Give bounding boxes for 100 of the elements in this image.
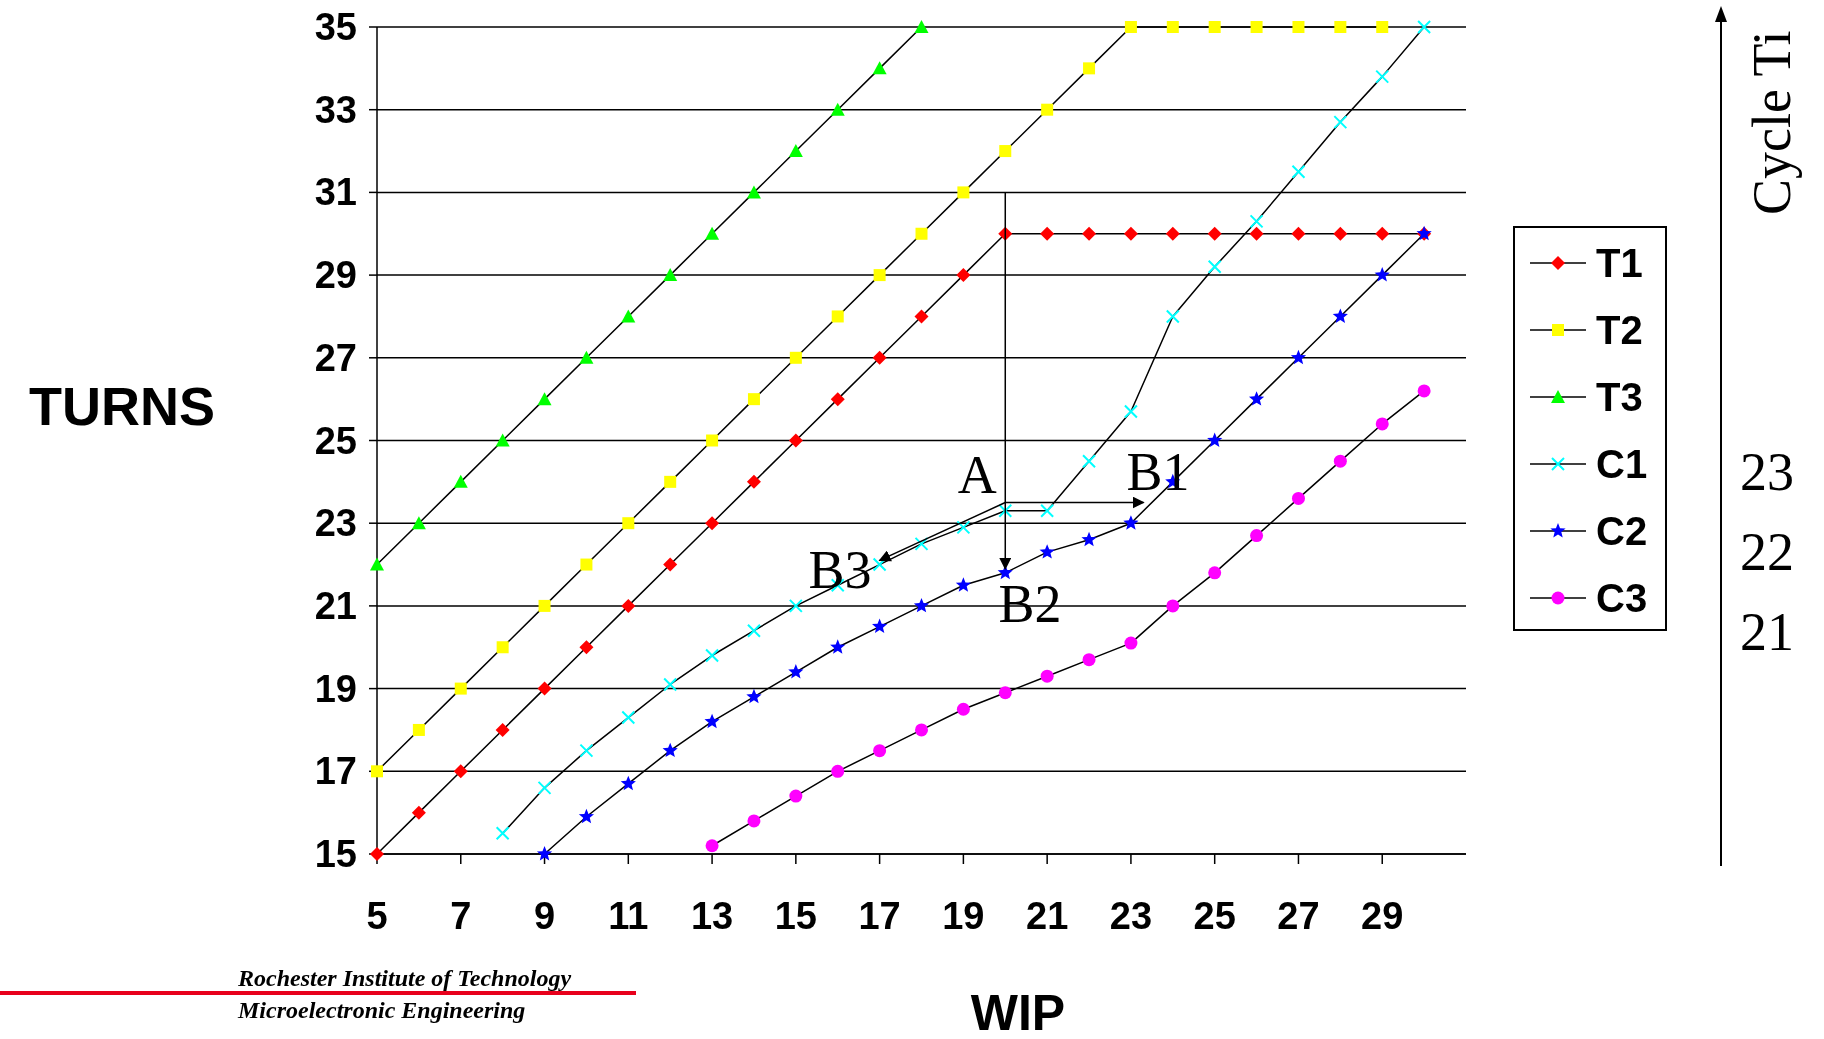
point: [1332, 308, 1348, 323]
point: [537, 780, 552, 795]
point: [746, 185, 761, 199]
point: [411, 516, 426, 530]
point: [1081, 531, 1097, 547]
point: [579, 743, 594, 758]
point: [704, 713, 720, 729]
point: [538, 599, 551, 612]
point: [579, 640, 594, 655]
x-tick-label: 17: [858, 895, 901, 937]
text: 21: [1740, 602, 1794, 662]
point: [705, 839, 719, 853]
point: [788, 144, 803, 158]
point: [830, 639, 846, 654]
x-tick-label: 27: [1277, 895, 1320, 937]
point: [1124, 636, 1138, 650]
y-tick-label: 29: [314, 254, 357, 297]
point: [955, 577, 971, 592]
point: [1248, 391, 1265, 406]
y-axis-title: TURNS: [29, 376, 215, 436]
point: [580, 558, 593, 571]
point: [873, 269, 886, 282]
point: [788, 664, 804, 679]
point: [788, 433, 803, 448]
y-tick-label: 17: [314, 750, 357, 793]
point: [578, 808, 595, 824]
point: [662, 742, 678, 758]
text: Cycle Ti: [1742, 30, 1802, 215]
legend-label: C2: [1596, 509, 1648, 553]
point: [872, 350, 887, 365]
point: [913, 597, 930, 613]
point: [1334, 21, 1347, 33]
point: [621, 710, 636, 725]
point: [788, 598, 803, 613]
x-tick-label: 29: [1361, 895, 1404, 937]
point: [1123, 515, 1139, 530]
point: [1123, 404, 1138, 419]
point: [956, 520, 971, 535]
point: [999, 145, 1012, 158]
x-tick-label: 13: [690, 895, 734, 937]
x-tick-label: 15: [774, 895, 817, 937]
y-tick-label: 23: [314, 502, 357, 545]
point: [914, 309, 929, 324]
point: [1123, 226, 1138, 241]
point: [579, 350, 594, 364]
point: [1250, 21, 1263, 33]
point: [830, 102, 845, 116]
point: [1124, 21, 1137, 33]
point: [705, 648, 720, 663]
point: [663, 268, 678, 282]
point: [1082, 653, 1096, 667]
point: [1166, 21, 1179, 33]
point: [1166, 599, 1180, 613]
text: Rochester Institute of Technology: [237, 965, 572, 991]
point: [536, 846, 553, 861]
point: [789, 789, 803, 803]
legend-label: T1: [1596, 241, 1643, 285]
point: [1165, 309, 1180, 324]
point: [915, 227, 928, 240]
point: [747, 393, 760, 406]
point: [453, 474, 468, 488]
point: [1333, 454, 1347, 468]
point: [1292, 21, 1305, 33]
x-tick-label: 9: [533, 895, 556, 937]
x-tick-label: 11: [608, 895, 649, 937]
point: [957, 186, 970, 199]
point: [872, 61, 887, 75]
point: [1290, 349, 1307, 365]
point: [454, 682, 467, 695]
point: [496, 641, 509, 654]
y-tick-label: 35: [314, 6, 357, 48]
y-tick-label: 27: [314, 336, 357, 379]
point: [746, 474, 761, 489]
point: [370, 557, 384, 571]
point: [956, 268, 971, 283]
point: [1375, 417, 1389, 431]
point: [706, 434, 719, 447]
y-tick-label: 19: [314, 667, 357, 710]
point: [831, 764, 845, 778]
point: [1039, 544, 1055, 559]
x-tick-label: 21: [1026, 895, 1069, 937]
legend-label: C1: [1596, 442, 1648, 486]
point: [1375, 226, 1390, 241]
x-axis-title: WIP: [970, 985, 1066, 1039]
point: [914, 536, 929, 551]
text: Microelectronic Engineering: [237, 997, 526, 1023]
point: [1333, 115, 1348, 130]
legend-label: T2: [1596, 308, 1643, 352]
point: [1291, 491, 1305, 505]
point: [831, 310, 844, 323]
point: [412, 723, 425, 736]
point: [1249, 214, 1264, 229]
point: [495, 722, 510, 737]
point: [1417, 20, 1432, 34]
point: [746, 623, 761, 638]
point: [747, 814, 761, 828]
point: [537, 681, 552, 696]
y-tick-label: 21: [314, 584, 357, 627]
point: [915, 723, 928, 737]
point: [664, 475, 677, 488]
